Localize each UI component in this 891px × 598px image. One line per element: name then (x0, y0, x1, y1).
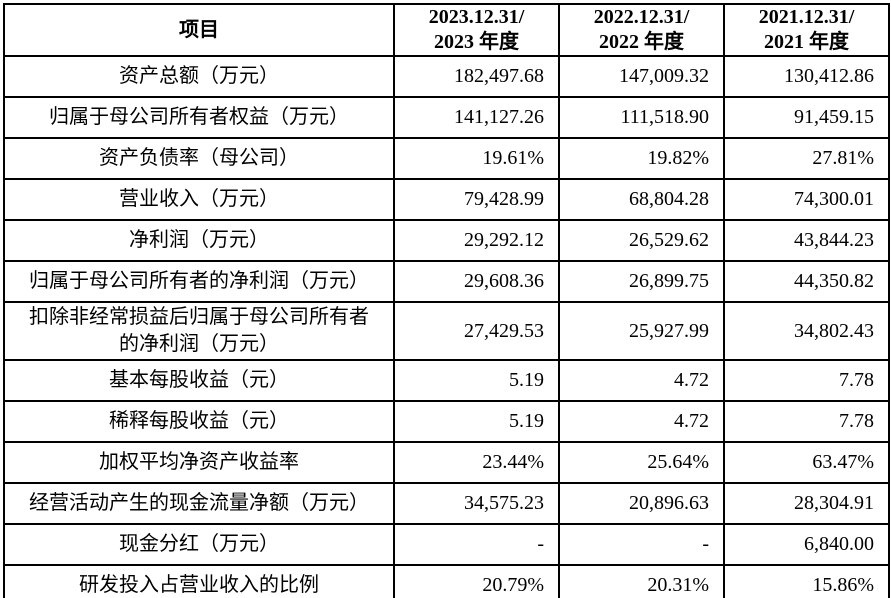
table-row: 扣除非经常损益后归属于母公司所有者 的净利润（万元） 27,429.53 25,92… (3, 301, 890, 361)
table-row: 基本每股收益（元） 5.19 4.72 7.78 (3, 359, 890, 402)
cell-value: 44,350.82 (723, 260, 890, 303)
row-label: 净利润（万元） (3, 219, 395, 262)
cell-value: 25,927.99 (558, 301, 725, 361)
cell-value: 4.72 (558, 400, 725, 443)
header-col-2022: 2022.12.31/ 2022 年度 (558, 3, 725, 57)
cell-value: 19.61% (393, 137, 560, 180)
cell-value: - (558, 523, 725, 566)
header-col-2021: 2021.12.31/ 2021 年度 (723, 3, 890, 57)
table-body: 资产总额（万元） 182,497.68 147,009.32 130,412.86 归属… (3, 55, 890, 598)
cell-value: 147,009.32 (558, 55, 725, 98)
cell-value: 19.82% (558, 137, 725, 180)
cell-value: 20,896.63 (558, 482, 725, 525)
cell-value: 91,459.15 (723, 96, 890, 139)
row-label: 加权平均净资产收益率 (3, 441, 395, 484)
row-label: 现金分红（万元） (3, 523, 395, 566)
cell-value: 4.72 (558, 359, 725, 402)
row-label: 稀释每股收益（元） (3, 400, 395, 443)
cell-value: 29,292.12 (393, 219, 560, 262)
cell-value: - (393, 523, 560, 566)
cell-value: 25.64% (558, 441, 725, 484)
table-row: 现金分红（万元） - -6,840.00 (3, 523, 890, 566)
row-label: 经营活动产生的现金流量净额（万元） (3, 482, 395, 525)
cell-value: 5.19 (393, 359, 560, 402)
cell-value: 28,304.91 (723, 482, 890, 525)
row-label: 归属于母公司所有者的净利润（万元） (3, 260, 395, 303)
table-row: 研发投入占营业收入的比例 20.79% 20.31% 15.86% (3, 564, 890, 598)
cell-value: 130,412.86 (723, 55, 890, 98)
cell-value: 29,608.36 (393, 260, 560, 303)
cell-value: 20.79% (393, 564, 560, 598)
cell-value: 68,804.28 (558, 178, 725, 221)
cell-value: 20.31% (558, 564, 725, 598)
row-label: 扣除非经常损益后归属于母公司所有者 的净利润（万元） (3, 301, 395, 361)
row-label: 基本每股收益（元） (3, 359, 395, 402)
row-label: 归属于母公司所有者权益（万元） (3, 96, 395, 139)
cell-value: 43,844.23 (723, 219, 890, 262)
cell-value: 7.78 (723, 400, 890, 443)
table-row: 资产负债率（母公司） 19.61% 19.82% 27.81% (3, 137, 890, 180)
row-label: 营业收入（万元） (3, 178, 395, 221)
table-row: 加权平均净资产收益率 23.44% 25.64% 63.47% (3, 441, 890, 484)
cell-value: 6,840.00 (723, 523, 890, 566)
cell-value: 23.44% (393, 441, 560, 484)
table-row: 净利润（万元） 29,292.12 26,529.62 43,844.23 (3, 219, 890, 262)
cell-value: 34,802.43 (723, 301, 890, 361)
cell-value: 26,529.62 (558, 219, 725, 262)
cell-value: 27,429.53 (393, 301, 560, 361)
table-row: 营业收入（万元） 79,428.99 68,804.28 74,300.01 (3, 178, 890, 221)
cell-value: 79,428.99 (393, 178, 560, 221)
financial-summary-table: 项目 2023.12.31/ 2023 年度 2022.12.31/ 2022 … (3, 3, 890, 598)
cell-value: 5.19 (393, 400, 560, 443)
cell-value: 34,575.23 (393, 482, 560, 525)
row-label: 资产总额（万元） (3, 55, 395, 98)
table-row: 归属于母公司所有者权益（万元） 141,127.26 111,518.90 91,45… (3, 96, 890, 139)
cell-value: 27.81% (723, 137, 890, 180)
table-row: 经营活动产生的现金流量净额（万元） 34,575.23 20,896.63 28,30… (3, 482, 890, 525)
cell-value: 141,127.26 (393, 96, 560, 139)
cell-value: 74,300.01 (723, 178, 890, 221)
header-row: 项目 2023.12.31/ 2023 年度 2022.12.31/ 2022 … (3, 3, 890, 57)
cell-value: 26,899.75 (558, 260, 725, 303)
table-row: 归属于母公司所有者的净利润（万元） 29,608.36 26,899.75 44,35… (3, 260, 890, 303)
header-item-label: 项目 (3, 3, 395, 57)
cell-value: 7.78 (723, 359, 890, 402)
row-label: 研发投入占营业收入的比例 (3, 564, 395, 598)
table-row: 稀释每股收益（元） 5.19 4.72 7.78 (3, 400, 890, 443)
header-col-2023: 2023.12.31/ 2023 年度 (393, 3, 560, 57)
cell-value: 15.86% (723, 564, 890, 598)
row-label: 资产负债率（母公司） (3, 137, 395, 180)
cell-value: 63.47% (723, 441, 890, 484)
cell-value: 111,518.90 (558, 96, 725, 139)
table-row: 资产总额（万元） 182,497.68 147,009.32 130,412.86 (3, 55, 890, 98)
cell-value: 182,497.68 (393, 55, 560, 98)
